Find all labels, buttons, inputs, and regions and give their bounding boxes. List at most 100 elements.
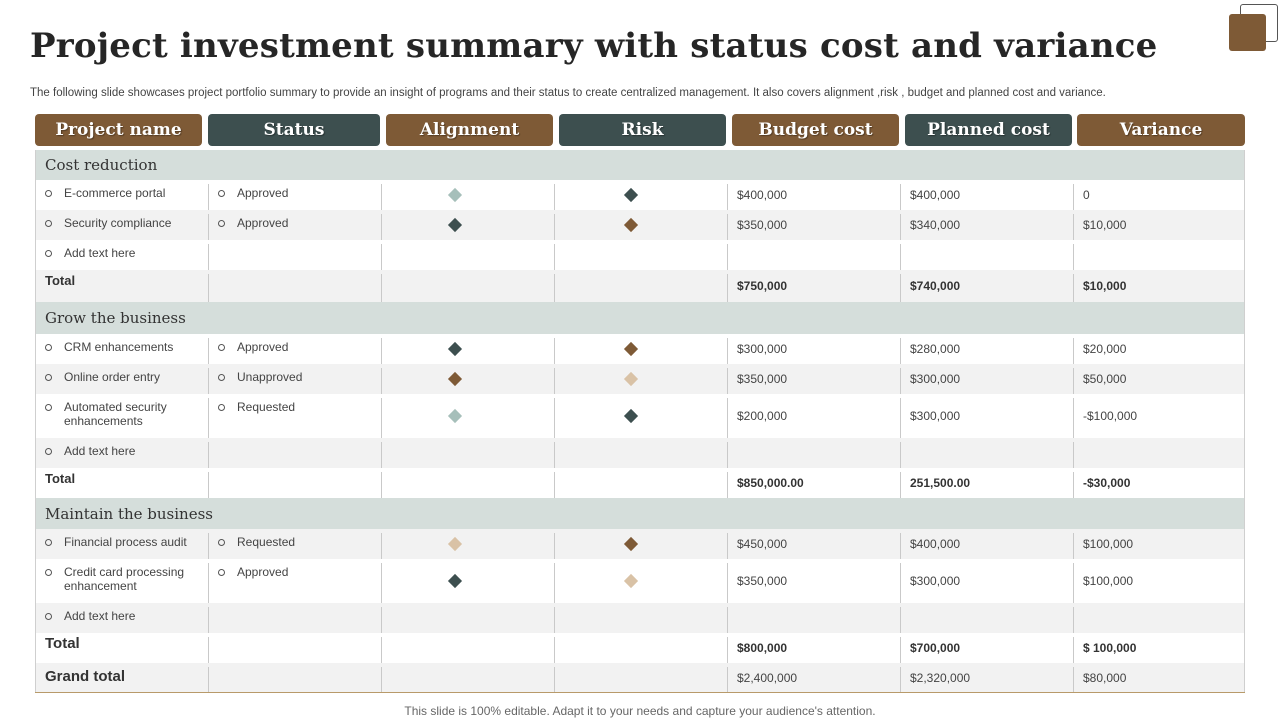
column-divider (381, 442, 382, 468)
section-row: Grow the business (35, 302, 1245, 334)
table-row: Online order entry Unapproved $350,000 $300… (35, 364, 1245, 394)
column-divider (900, 667, 901, 692)
column-divider (1073, 398, 1074, 438)
risk-diamond-icon (623, 536, 639, 552)
column-divider (900, 442, 901, 468)
column-divider (554, 398, 555, 438)
total-planned-cost: $740,000 (910, 279, 961, 293)
project-name: Automated security enhancements (64, 400, 167, 428)
column-divider (727, 244, 728, 270)
column-divider (554, 442, 555, 468)
page-title: Project investment summary with status c… (30, 26, 1158, 66)
column-divider (208, 472, 209, 498)
column-divider (1073, 442, 1074, 468)
project-name: Security compliance (64, 216, 172, 230)
project-name: CRM enhancements (64, 340, 174, 354)
risk-diamond-icon (623, 217, 639, 233)
column-divider (208, 607, 209, 633)
column-divider (208, 244, 209, 270)
column-divider (900, 472, 901, 498)
column-divider (208, 442, 209, 468)
project-name: Online order entry (64, 370, 161, 384)
variance: $20,000 (1083, 342, 1127, 356)
grand-total-row: Grand total $2,400,000 $2,320,000 $80,000 (35, 663, 1245, 692)
status-text: Unapproved (237, 370, 303, 384)
column-divider (381, 184, 382, 210)
column-divider (727, 472, 728, 498)
column-divider (727, 563, 728, 603)
column-divider (554, 184, 555, 210)
section-label: Grow the business (45, 309, 186, 327)
variance: $10,000 (1083, 218, 1127, 232)
risk-diamond-icon (623, 187, 639, 203)
column-divider (1073, 607, 1074, 633)
table-row: Add text here (35, 240, 1245, 270)
column-divider (727, 214, 728, 240)
column-divider (1073, 338, 1074, 364)
column-divider (381, 338, 382, 364)
bullet-icon (218, 374, 225, 381)
column-divider (1073, 637, 1074, 663)
bullet-icon (45, 613, 52, 620)
status-text: Approved (237, 565, 289, 579)
column-divider (900, 244, 901, 270)
header-planned-cost: Planned cost (905, 114, 1072, 146)
budget-cost: $350,000 (737, 574, 788, 588)
column-divider (727, 442, 728, 468)
column-divider (381, 274, 382, 302)
column-divider (554, 637, 555, 663)
grand-total-planned-cost: $2,320,000 (910, 671, 971, 685)
column-divider (381, 244, 382, 270)
column-divider (208, 533, 209, 559)
column-divider (554, 563, 555, 603)
planned-cost: $300,000 (910, 409, 961, 423)
column-divider (381, 607, 382, 633)
planned-cost: $340,000 (910, 218, 961, 232)
alignment-diamond-icon (447, 573, 463, 589)
section-label: Maintain the business (45, 504, 213, 523)
total-budget-cost: $850,000.00 (737, 476, 804, 490)
table-row: Security compliance Approved $350,000 $340,… (35, 210, 1245, 240)
risk-diamond-icon (623, 573, 639, 589)
column-divider (1073, 533, 1074, 559)
column-divider (727, 607, 728, 633)
table-row: CRM enhancements Approved $300,000 $280,000… (35, 334, 1245, 364)
project-name: Financial process audit (64, 535, 187, 549)
footer-note: This slide is 100% editable. Adapt it to… (404, 704, 876, 718)
column-divider (208, 338, 209, 364)
total-row: Total $850,000.00 251,500.00 -$30,000 (35, 468, 1245, 498)
column-divider (900, 607, 901, 633)
column-divider (1073, 563, 1074, 603)
table-edge (35, 150, 36, 692)
total-planned-cost: $700,000 (910, 641, 961, 655)
bullet-icon (45, 250, 52, 257)
bullet-icon (45, 448, 52, 455)
column-divider (727, 338, 728, 364)
column-divider (381, 214, 382, 240)
table-row: Automated security enhancements Requested… (35, 394, 1245, 438)
column-divider (381, 472, 382, 498)
total-budget-cost: $750,000 (737, 279, 788, 293)
status-text: Requested (237, 535, 296, 549)
variance: $100,000 (1083, 574, 1134, 588)
column-divider (554, 472, 555, 498)
column-divider (208, 667, 209, 692)
column-divider (900, 274, 901, 302)
column-divider (900, 368, 901, 394)
column-divider (208, 398, 209, 438)
total-row: Total $750,000 $740,000 $10,000 (35, 270, 1245, 302)
table-row: Add text here (35, 438, 1245, 468)
bullet-icon (45, 539, 52, 546)
column-divider (381, 667, 382, 692)
planned-cost: $400,000 (910, 537, 961, 551)
risk-diamond-icon (623, 371, 639, 387)
variance: 0 (1083, 188, 1090, 202)
total-variance: $ 100,000 (1083, 641, 1137, 655)
column-divider (554, 607, 555, 633)
bullet-icon (218, 404, 225, 411)
section-row: Maintain the business (35, 498, 1245, 529)
section-label: Cost reduction (45, 156, 158, 174)
alignment-diamond-icon (447, 341, 463, 357)
column-divider (554, 214, 555, 240)
alignment-diamond-icon (447, 408, 463, 424)
